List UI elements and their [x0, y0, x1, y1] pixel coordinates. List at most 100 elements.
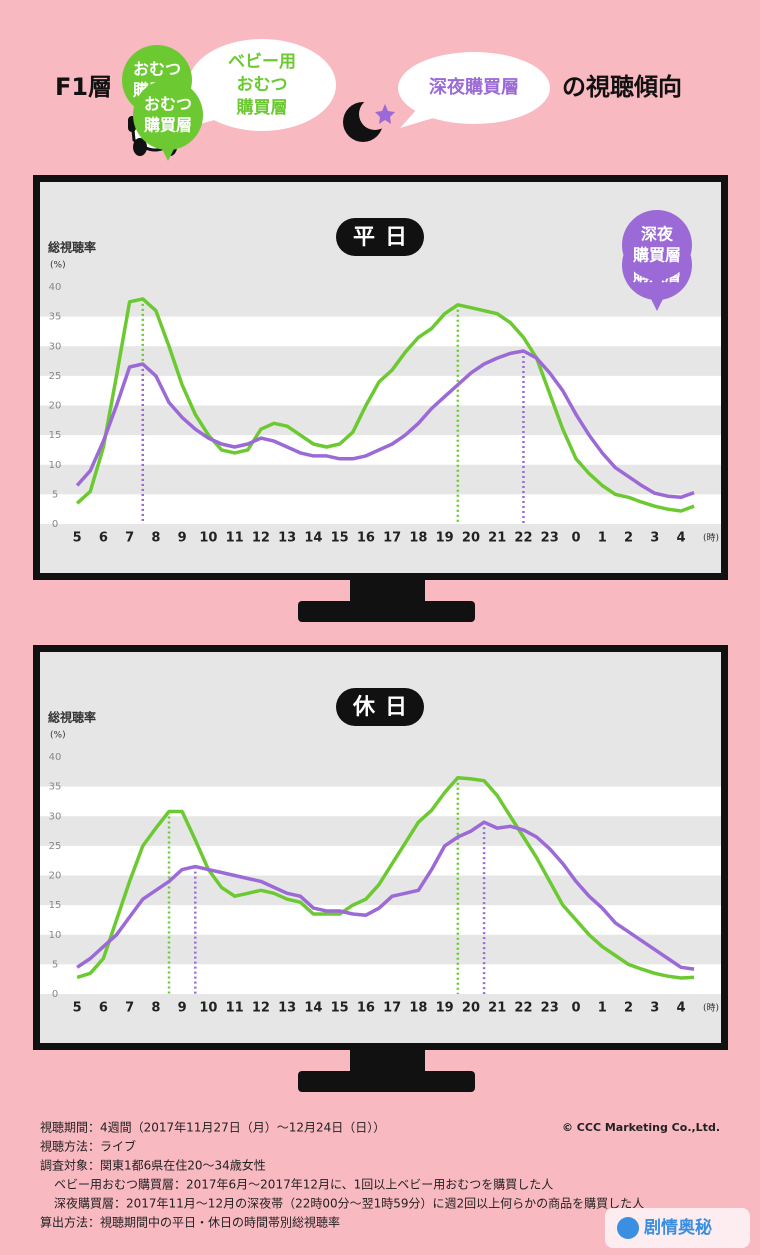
x-tick-label: 2	[624, 531, 633, 546]
x-axis-label: (時)	[703, 533, 719, 544]
x-tick-label: 8	[151, 531, 160, 546]
x-tick-label: 6	[99, 531, 108, 546]
y-axis-label: 総視聴率	[48, 710, 96, 725]
x-tick-label: 9	[178, 1001, 187, 1016]
x-tick-label: 22	[514, 531, 532, 546]
x-tick-label: 6	[99, 1001, 108, 1016]
series-bubble	[622, 210, 692, 280]
tv-stand	[298, 601, 475, 622]
bubble-text: ベビー用	[228, 52, 296, 72]
y-tick-label: 30	[49, 811, 62, 822]
x-tick-label: 16	[357, 531, 375, 546]
y-tick-label: 5	[52, 959, 58, 970]
data-line	[76, 820, 695, 971]
x-tick-label: 13	[278, 531, 296, 546]
y-axis-unit: (%)	[50, 261, 66, 271]
x-tick-label: 10	[199, 531, 217, 546]
x-tick-label: 8	[151, 1001, 160, 1016]
x-tick-label: 14	[304, 1001, 322, 1016]
x-tick-label: 7	[125, 1001, 134, 1016]
footer-line: 視聴方法：ライブ	[40, 1139, 136, 1154]
x-axis-label: (時)	[703, 1003, 719, 1014]
x-tick-label: 1	[598, 1001, 607, 1016]
x-tick-label: 10	[199, 1001, 217, 1016]
y-axis-unit: (%)	[50, 731, 66, 741]
y-tick-label: 35	[49, 312, 62, 323]
bubble-text: 深夜購買層	[429, 76, 519, 98]
x-tick-label: 12	[252, 1001, 270, 1016]
x-tick-label: 11	[226, 531, 244, 546]
y-tick-label: 25	[49, 841, 62, 852]
y-tick-label: 15	[49, 430, 62, 441]
y-tick-label: 20	[49, 401, 62, 412]
x-tick-label: 9	[178, 531, 187, 546]
tv-neck	[350, 1050, 425, 1075]
y-tick-label: 30	[49, 341, 62, 352]
x-tick-label: 14	[304, 531, 322, 546]
y-tick-label: 10	[49, 460, 62, 471]
bubble-text: おむつ	[237, 75, 288, 95]
series-label: 購買層	[143, 116, 192, 135]
x-tick-label: 16	[357, 1001, 375, 1016]
speech-bubble-night	[398, 52, 550, 128]
footer-line: 深夜購買層：2017年11月～12月の深夜帯（22時00分～翌1時59分）に週2…	[54, 1196, 644, 1211]
x-tick-label: 4	[676, 531, 685, 546]
bubble-text: 購買層	[237, 97, 288, 118]
chart-title: 平日	[353, 225, 417, 250]
footer-line: 調査対象：関東1都6県在住20～34歳女性	[40, 1158, 266, 1173]
x-tick-label: 19	[436, 531, 454, 546]
y-axis-label: 総視聴率	[48, 240, 96, 255]
x-tick-label: 5	[73, 531, 82, 546]
y-tick-label: 5	[52, 489, 58, 500]
moon-icon	[343, 98, 395, 142]
chart-title: 休日	[352, 695, 417, 720]
series-label: おむつ	[144, 95, 192, 114]
x-tick-label: 3	[650, 1001, 659, 1016]
x-tick-label: 11	[226, 1001, 244, 1016]
x-tick-label: 4	[676, 1001, 685, 1016]
y-tick-label: 10	[49, 930, 62, 941]
x-tick-label: 1	[598, 531, 607, 546]
tv-neck	[350, 580, 425, 605]
y-tick-label: 25	[49, 371, 62, 382]
x-tick-label: 0	[571, 531, 580, 546]
tv-stand	[298, 1071, 475, 1092]
y-tick-label: 0	[52, 989, 58, 1000]
footer-line: 算出方法：視聴期間中の平日・休日の時間帯別総視聴率	[40, 1215, 340, 1230]
x-tick-label: 15	[331, 531, 349, 546]
series-label: おむつ	[133, 60, 181, 79]
title-right: の視聴傾向	[562, 73, 682, 101]
x-tick-label: 2	[624, 1001, 633, 1016]
grid-band	[40, 786, 721, 817]
grid-band	[40, 905, 721, 935]
x-tick-label: 5	[73, 1001, 82, 1016]
y-tick-label: 35	[49, 782, 62, 793]
x-tick-label: 21	[488, 531, 506, 546]
y-tick-label: 40	[49, 752, 62, 763]
grid-band	[40, 964, 721, 994]
footer-line: ベビー用おむつ購買層：2017年6月～2017年12月に、1回以上ベビー用おむつ…	[54, 1178, 553, 1192]
title-left: F1層	[55, 73, 112, 101]
y-tick-label: 20	[49, 871, 62, 882]
series-label: 購買層	[632, 246, 681, 265]
x-tick-label: 23	[541, 1001, 559, 1016]
x-tick-label: 17	[383, 1001, 401, 1016]
data-line	[75, 349, 695, 500]
x-tick-label: 19	[436, 1001, 454, 1016]
watermark: 剧情奥秘	[644, 1217, 712, 1238]
title-pill	[336, 688, 424, 726]
series-label: 深夜	[641, 225, 674, 244]
y-tick-label: 40	[49, 282, 62, 293]
grid-band	[40, 494, 721, 524]
x-tick-label: 7	[125, 531, 134, 546]
x-tick-label: 20	[462, 1001, 480, 1016]
x-tick-label: 22	[514, 1001, 532, 1016]
grid-band	[40, 845, 721, 876]
x-tick-label: 20	[462, 531, 480, 546]
y-tick-label: 15	[49, 900, 62, 911]
x-tick-label: 3	[650, 531, 659, 546]
x-tick-label: 18	[409, 531, 427, 546]
watermark-icon	[617, 1217, 639, 1239]
